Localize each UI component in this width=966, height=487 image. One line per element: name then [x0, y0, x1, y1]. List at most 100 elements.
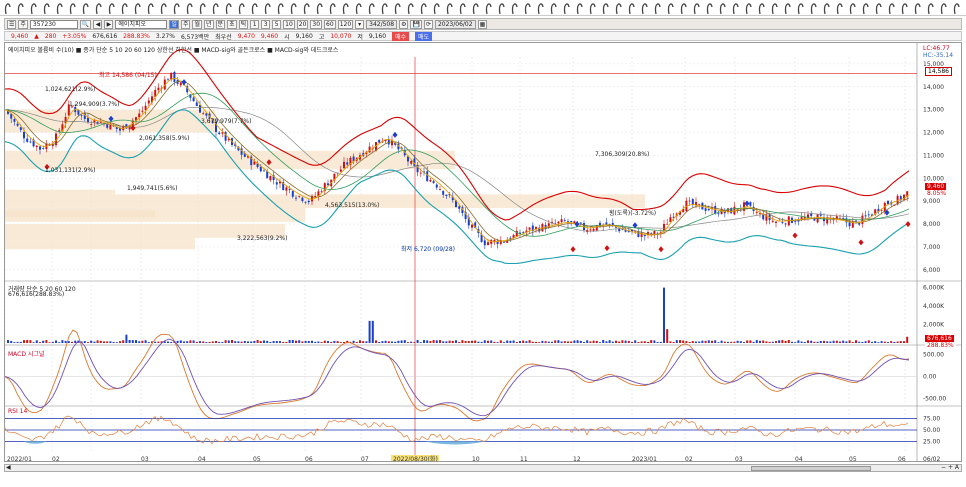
- tab-week[interactable]: 주: [180, 19, 191, 29]
- annotation-7: 4,563,515(13.0%): [325, 202, 380, 209]
- y-axis-rsi-label: 75.00: [923, 416, 940, 423]
- candle-body: [80, 114, 83, 116]
- volume-bar: [775, 341, 777, 343]
- candle-body: [743, 202, 745, 211]
- candle-body: [141, 110, 144, 112]
- candle-body: [371, 148, 374, 150]
- golden-cross-marker: [574, 221, 580, 228]
- stock-type-select[interactable]: 주: [18, 19, 28, 29]
- refresh-icon[interactable]: ⟳: [423, 19, 433, 29]
- candle-body: [493, 239, 496, 243]
- candle-body: [384, 139, 387, 142]
- volume-bar: [291, 339, 294, 343]
- candle-body: [311, 195, 313, 202]
- zoom-controls-icon[interactable]: − + A: [941, 464, 959, 471]
- volume-bar: [567, 341, 569, 343]
- candle-body: [259, 166, 262, 172]
- scroll-thumb[interactable]: [751, 466, 871, 471]
- candle-body: [58, 130, 61, 132]
- tab-tick[interactable]: 틱: [238, 19, 249, 29]
- tab-day[interactable]: 일: [169, 19, 179, 29]
- spiral-ring: [615, 3, 622, 15]
- volume-bar: [858, 341, 861, 343]
- candle-body: [314, 195, 317, 198]
- candle-body: [205, 113, 208, 116]
- buy-button[interactable]: 매수: [392, 31, 410, 41]
- volume-bar: [711, 340, 713, 343]
- stock-code-input[interactable]: 357230: [29, 19, 78, 29]
- dropdown-icon[interactable]: ▾: [355, 19, 365, 29]
- high-price: 10,070: [330, 32, 352, 40]
- owner: 최우선: [215, 33, 232, 41]
- candle-body: [32, 139, 35, 147]
- horizontal-scrollbar[interactable]: ◀ − + A: [4, 464, 962, 472]
- candle-body: [643, 234, 646, 237]
- calendar-icon[interactable]: ▦: [477, 19, 488, 29]
- volume-bar: [653, 340, 656, 343]
- save-icon[interactable]: 💾: [410, 19, 422, 29]
- search-icon[interactable]: 🔍: [79, 19, 92, 29]
- volume-bar: [109, 341, 112, 343]
- volume-profile-band: [5, 210, 155, 218]
- annotation-3: 2,061,358(5.9%): [139, 135, 190, 142]
- candle-body: [679, 211, 681, 215]
- scroll-left-icon[interactable]: ◀: [6, 464, 11, 471]
- next-icon[interactable]: ▶: [104, 19, 114, 29]
- candle-body: [224, 131, 227, 141]
- volume-bar: [781, 340, 784, 343]
- candle-body: [327, 183, 329, 186]
- volume-bar: [387, 341, 390, 343]
- candle-body: [557, 221, 560, 224]
- prev-icon[interactable]: ◀: [93, 19, 103, 29]
- volume-bar: [23, 340, 25, 343]
- volume-bar: [119, 341, 121, 343]
- candle-body: [531, 225, 534, 231]
- tab-minute[interactable]: 분: [215, 19, 226, 29]
- up-triangle-icon: ▲: [34, 32, 39, 40]
- volume-legend: 거래량 단순 5 20 60 120: [8, 286, 76, 293]
- volume-profile-band: [5, 189, 115, 195]
- rsi-line: [5, 415, 909, 445]
- volume-bar: [714, 340, 717, 343]
- chart-settings-icon[interactable]: ⚙: [399, 19, 409, 29]
- interval-20[interactable]: 20: [296, 19, 309, 29]
- candle-body: [896, 195, 899, 205]
- x-axis-label: 07: [361, 456, 369, 461]
- sell-button[interactable]: 매도: [415, 31, 433, 41]
- volume-bar: [675, 340, 678, 343]
- candle-body: [285, 187, 288, 191]
- spiral-ring: [901, 3, 908, 15]
- volume-bar: [205, 342, 208, 343]
- tab-second[interactable]: 초: [227, 19, 237, 29]
- spiral-ring: [524, 3, 531, 15]
- interval-30[interactable]: 30: [310, 19, 323, 29]
- interval-120[interactable]: 120: [337, 19, 354, 29]
- volume-bar: [26, 339, 29, 343]
- interval-10[interactable]: 10: [283, 19, 295, 29]
- volume-bar: [544, 341, 547, 343]
- volume-bar: [563, 341, 566, 343]
- interval-60[interactable]: 60: [324, 19, 336, 29]
- volume-bar: [634, 340, 637, 343]
- interval-3[interactable]: 3: [261, 19, 271, 29]
- tab-month[interactable]: 월: [192, 19, 202, 29]
- interval-5[interactable]: 5: [272, 19, 282, 29]
- candle-body: [880, 209, 883, 211]
- spiral-ring: [823, 3, 830, 15]
- spiral-ring: [160, 3, 167, 15]
- chart-canvas[interactable]: 15,000 14,000 13,000 12,000 11,000 10,000 9,00…: [5, 43, 961, 461]
- volume-bar: [551, 341, 553, 343]
- volume-bar: [599, 342, 601, 343]
- chart-area[interactable]: 15,000 14,000 13,000 12,000 11,000 10,000 9,00…: [4, 42, 962, 462]
- date-field[interactable]: 2023/06/02: [434, 19, 476, 29]
- interval-1[interactable]: 1: [250, 19, 260, 29]
- bollinger-lower-line: [5, 109, 910, 265]
- volume-bar: [496, 342, 499, 343]
- candle-body: [35, 145, 38, 148]
- volume-bar: [656, 342, 659, 343]
- volume-bar: [333, 340, 336, 343]
- volume-bar: [535, 341, 537, 343]
- menu-icon[interactable]: ☰: [7, 19, 17, 29]
- tab-year[interactable]: 년: [204, 19, 214, 29]
- current-pct-tag: 8.05%: [925, 190, 949, 197]
